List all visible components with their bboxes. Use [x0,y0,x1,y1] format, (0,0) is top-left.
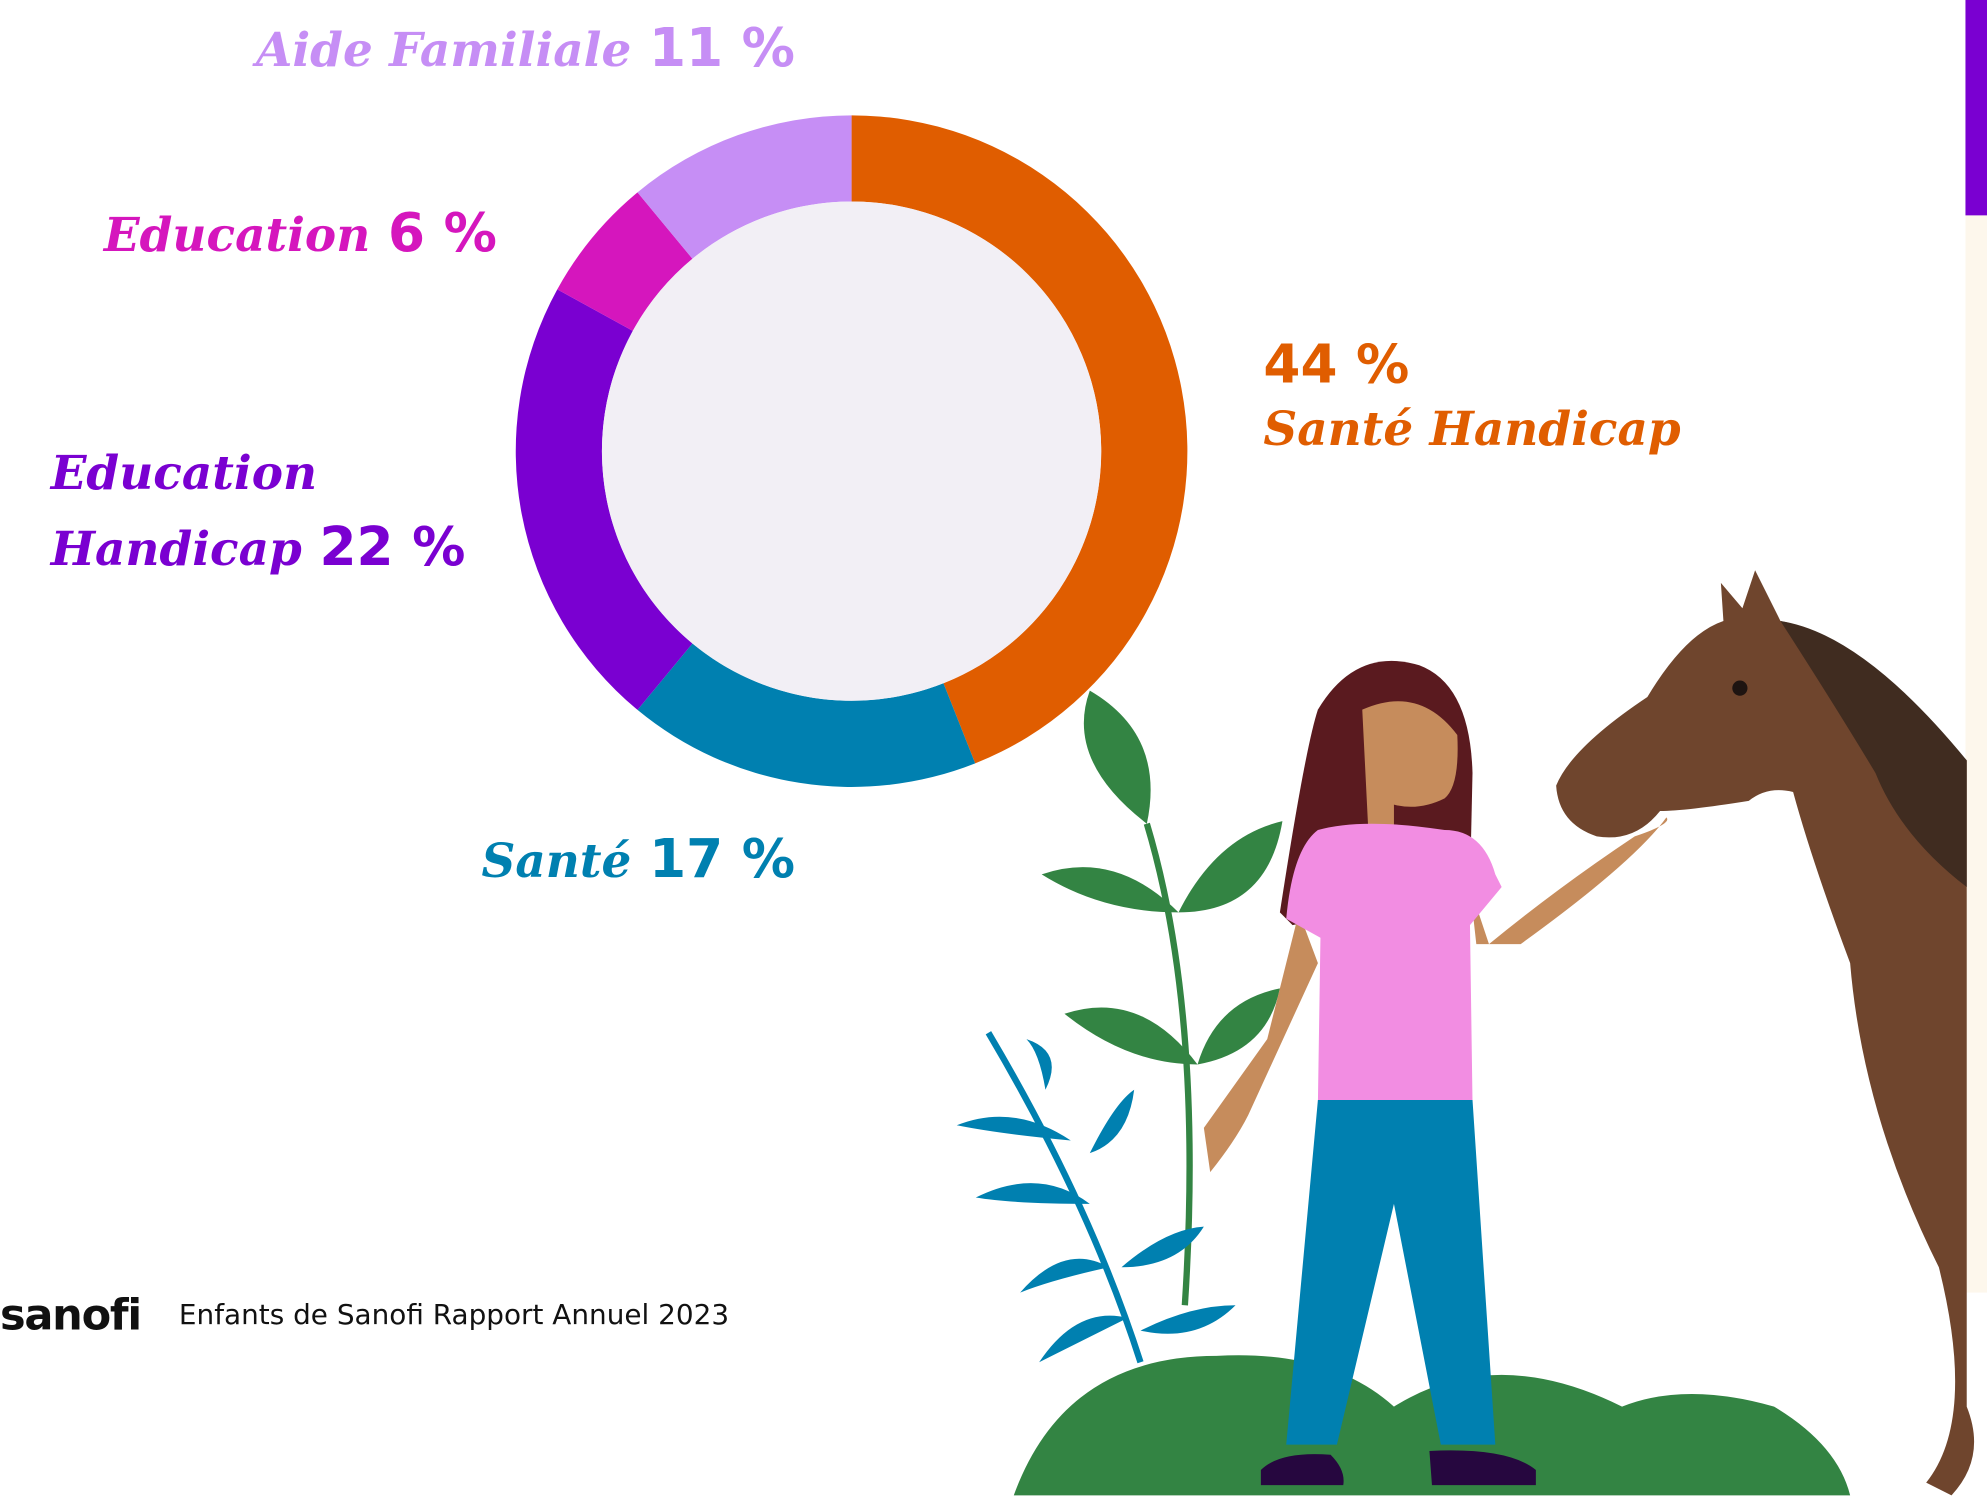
side-panel [1965,215,1987,1293]
donut-slice [557,192,693,331]
horse [1556,570,1975,1496]
category-label: Education [103,206,371,263]
slice-label: Education 6 % [104,200,497,276]
donut-slice [637,643,976,787]
ground [1013,1355,1851,1496]
footer: sanofi Enfants de Sanofi Rapport Annuel … [0,1290,729,1341]
value-label: 11 % [649,16,795,79]
value-label: 17 % [649,827,796,890]
donut-slice [637,115,852,259]
value-label: 22 % [319,515,466,578]
value-label: 6 % [388,201,497,264]
category-label: Aide Familiale [255,21,632,78]
logo: sanofi [0,1290,142,1341]
category-label: Santé [481,832,632,889]
donut [515,115,1188,787]
footer-text: Enfants de Sanofi Rapport Annuel 2023 [178,1299,730,1332]
slice-label: Santé 17 % [482,826,795,902]
category-label: Santé Handicap [1263,400,1681,457]
side-bar [1965,0,1987,216]
slice-label: Education Handicap 22 % [51,441,482,591]
plants [956,690,1283,1364]
girl [1203,660,1668,1486]
value-label: 44 % [1263,333,1410,396]
donut-slice [851,115,1188,764]
slice-label: 44 % Santé Handicap [1263,332,1680,461]
slice-label: Aide Familiale 11 % [256,15,795,91]
category-label: Education Handicap [50,444,318,577]
donut-slice [515,289,693,710]
donut-hole [601,201,1102,701]
